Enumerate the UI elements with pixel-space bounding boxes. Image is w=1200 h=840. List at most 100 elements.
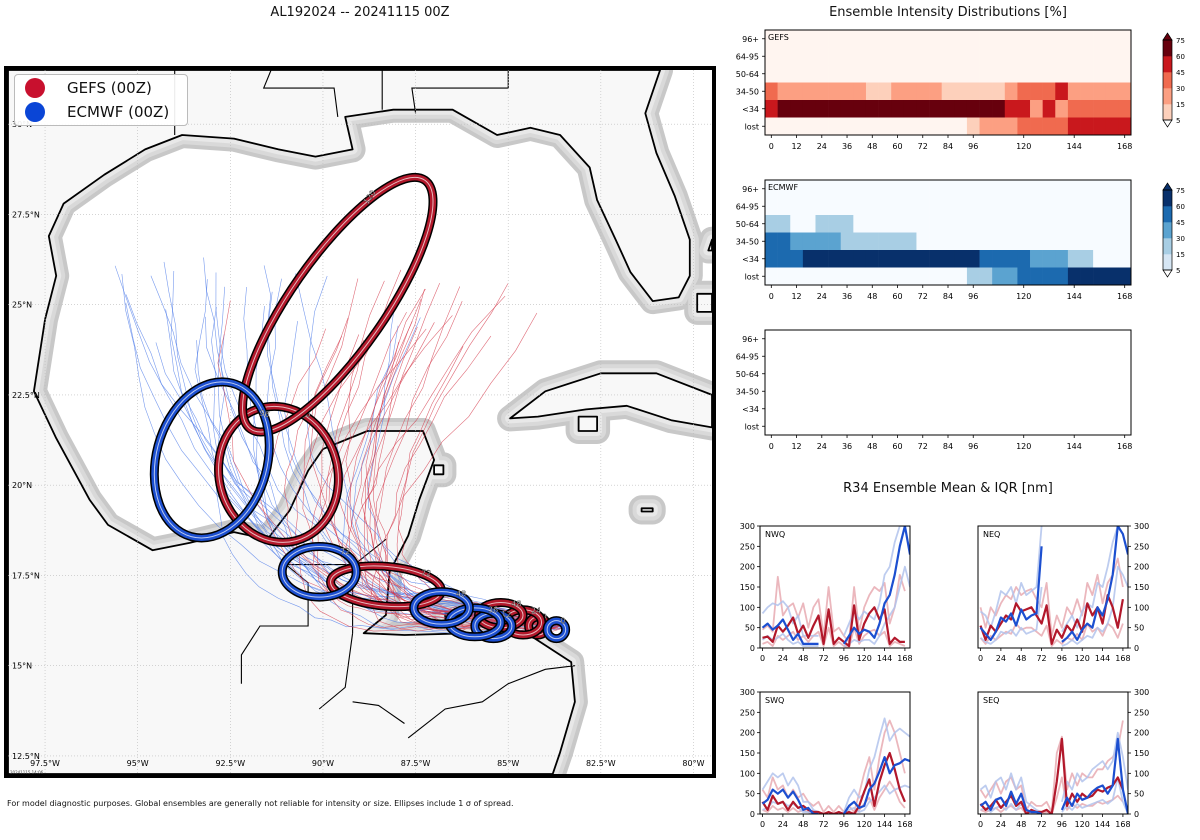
r34-ytick-label: 50 — [1134, 624, 1144, 633]
heat-cell — [891, 232, 905, 251]
heat-cell — [954, 250, 968, 268]
heat-cell — [979, 232, 993, 251]
heat-cell — [966, 197, 980, 216]
heat-row-label: 96+ — [742, 185, 759, 194]
heat-xtick-label: 84 — [943, 142, 953, 151]
heat-cell — [1042, 30, 1056, 48]
legend-item-ecmwf: ECMWF (00Z) — [25, 102, 169, 122]
heat-xtick-label: 0 — [769, 292, 774, 301]
heat-cell — [790, 47, 804, 66]
heat-cell — [903, 82, 917, 101]
heat-cell — [1004, 65, 1018, 83]
r34-line — [761, 788, 819, 814]
heat-cell — [891, 82, 905, 101]
heat-cell — [1067, 30, 1081, 48]
heat-cell — [765, 82, 778, 101]
heat-cell — [1030, 117, 1043, 136]
heat-xtick-label: 48 — [867, 442, 877, 451]
r34-xtick-label: 144 — [1095, 654, 1110, 663]
heat-cell — [916, 197, 930, 216]
heat-cell — [1030, 250, 1043, 268]
colorbar-segment — [1163, 40, 1172, 57]
heat-cell — [865, 197, 879, 216]
r34-line — [979, 772, 1042, 813]
lat-label: 12.5°N — [12, 752, 40, 761]
heat-cell — [1004, 82, 1018, 101]
colorbar-segment — [1163, 104, 1172, 121]
heat-cell — [1042, 197, 1056, 216]
heat-cell — [1042, 117, 1056, 136]
heat-cell — [1093, 82, 1107, 101]
heat-cell — [815, 30, 829, 48]
colorbar-tick-label: 60 — [1176, 53, 1185, 61]
r34-xtick-label: 168 — [897, 820, 912, 829]
heat-cell — [815, 250, 829, 268]
heat-cell — [1067, 197, 1081, 216]
r34-line — [1061, 776, 1128, 814]
heat-cell — [828, 197, 842, 216]
r34-line — [761, 573, 906, 643]
heat-xtick-label: 0 — [769, 442, 774, 451]
landmass — [509, 372, 712, 429]
heat-cell — [777, 100, 791, 118]
r34-line — [761, 751, 906, 814]
r34-frame — [759, 691, 911, 815]
heat-cell — [992, 215, 1006, 233]
r34-xtick-label: 48 — [1016, 820, 1026, 829]
r34-xtick-label: 48 — [1016, 654, 1026, 663]
heat-cell — [1030, 65, 1043, 83]
heat-cell — [853, 267, 867, 286]
heat-cell — [815, 100, 829, 118]
lon-label: 97.5°W — [30, 759, 60, 768]
heat-cell — [853, 197, 867, 216]
colorbar-extend-min — [1162, 269, 1173, 278]
r34-title: R34 Ensemble Mean & IQR [nm] — [843, 481, 1053, 496]
heat-cell — [903, 250, 917, 268]
heat-cell — [777, 232, 791, 251]
heat-cell — [979, 47, 993, 66]
r34-ytick-label: 150 — [740, 583, 755, 592]
heat-cell — [790, 267, 804, 286]
heat-row-label: 50-64 — [736, 220, 759, 229]
r34-ytick-label: 100 — [740, 769, 755, 778]
heat-cell — [903, 197, 917, 216]
heat-xtick-label: 60 — [892, 292, 902, 301]
colorbar-tick-label: 15 — [1176, 101, 1185, 109]
heat-cell — [840, 65, 854, 83]
heat-xtick-label: 36 — [842, 442, 852, 451]
heat-cell — [1017, 117, 1031, 136]
heat-cell — [815, 82, 829, 101]
colorbar-extend-max — [1162, 182, 1173, 191]
r34-xtick-label: 24 — [778, 654, 788, 663]
heat-row-label: 50-64 — [736, 370, 759, 379]
r34-line — [843, 565, 910, 647]
heat-xtick-label: 48 — [867, 142, 877, 151]
heat-cell — [878, 180, 892, 198]
heat-cell — [840, 180, 854, 198]
heat-cell — [992, 117, 1006, 136]
main-title: AL192024 -- 20241115 00Z — [270, 5, 450, 20]
ensemble-track — [345, 288, 562, 627]
ecmwf-ellipse-highlight — [153, 381, 270, 539]
heat-cell — [802, 47, 816, 66]
r34-quadrant-label: NWQ — [765, 530, 785, 539]
lat-label: 20°N — [12, 481, 32, 490]
heat-cell — [992, 267, 1006, 286]
heat-cell — [828, 30, 842, 48]
heat-cell — [1004, 117, 1018, 136]
r34-series-group — [979, 526, 1128, 647]
heat-xtick-label: 120 — [1016, 142, 1031, 151]
colorbar-frame — [1162, 39, 1173, 121]
heat-cell — [777, 267, 791, 286]
heat-cell — [1004, 100, 1018, 118]
ecmwf-lead-label: 12 — [501, 610, 511, 619]
r34-line — [761, 772, 819, 813]
heat-cell — [1093, 47, 1107, 66]
r34-seq-chart: SEQ 0 24 48 72 96 120 144 168 0 50 100 150 200 250 300 — [977, 688, 1149, 829]
heat-cell — [979, 30, 993, 48]
heat-cell — [865, 65, 879, 83]
colorbar-tick-label: 30 — [1176, 85, 1185, 93]
heat-cell — [1055, 82, 1069, 101]
heat-cell — [891, 197, 905, 216]
track-map[interactable]: 97.5°W 95°W 92.5°W 90°W 87.5°W 85°W 82.5°W 80°W… — [4, 66, 716, 778]
